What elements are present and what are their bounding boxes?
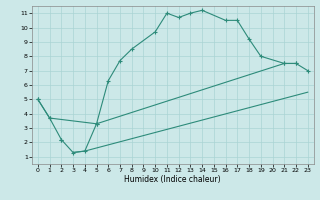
X-axis label: Humidex (Indice chaleur): Humidex (Indice chaleur) — [124, 175, 221, 184]
